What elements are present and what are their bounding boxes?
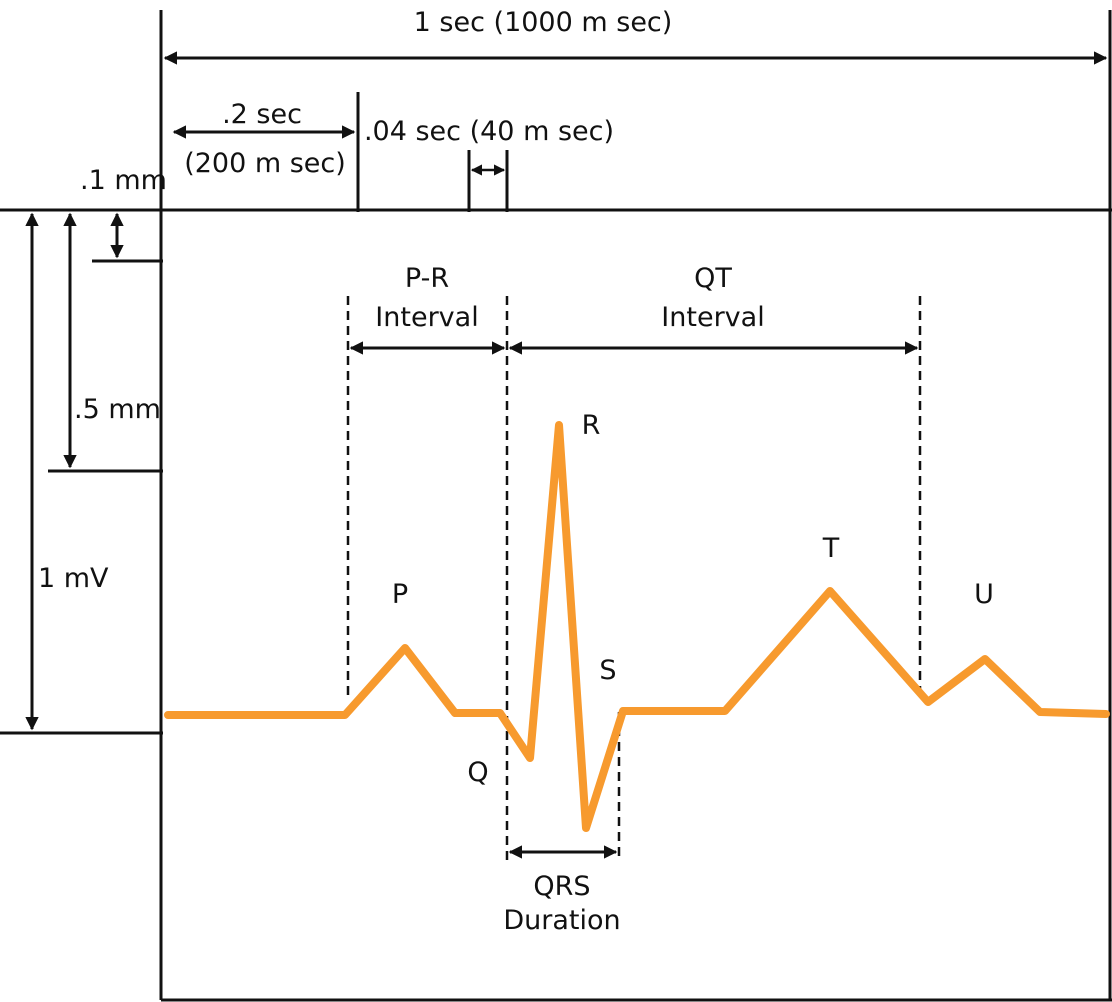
ecg-waveform: [164, 421, 1110, 832]
q-wave-label: Q: [467, 757, 488, 788]
point-one-mm-label: .1 mm: [80, 165, 167, 196]
p-wave-label: P: [392, 579, 408, 610]
r-wave-label: R: [582, 410, 601, 441]
point-two-sec-label: .2 sec: [222, 99, 302, 130]
qt-interval-label-line1: QT: [694, 263, 732, 294]
u-wave-label: U: [974, 579, 994, 610]
qrs-label-line1: QRS: [533, 871, 590, 902]
two-hundred-msec-label: (200 m sec): [184, 148, 346, 179]
one-sec-label: 1 sec (1000 m sec): [414, 7, 673, 38]
pr-interval-label-line2: Interval: [375, 302, 478, 333]
t-wave-label: T: [822, 533, 840, 564]
point-five-mm-label: .5 mm: [74, 394, 161, 425]
qt-interval-label-line2: Interval: [661, 302, 764, 333]
point-zero-four-sec-label: .04 sec (40 m sec): [364, 116, 614, 147]
qrs-label-line2: Duration: [503, 905, 620, 936]
s-wave-label: S: [599, 655, 616, 686]
one-mv-label: 1 mV: [38, 563, 109, 594]
pr-interval-label-line1: P-R: [405, 263, 449, 294]
